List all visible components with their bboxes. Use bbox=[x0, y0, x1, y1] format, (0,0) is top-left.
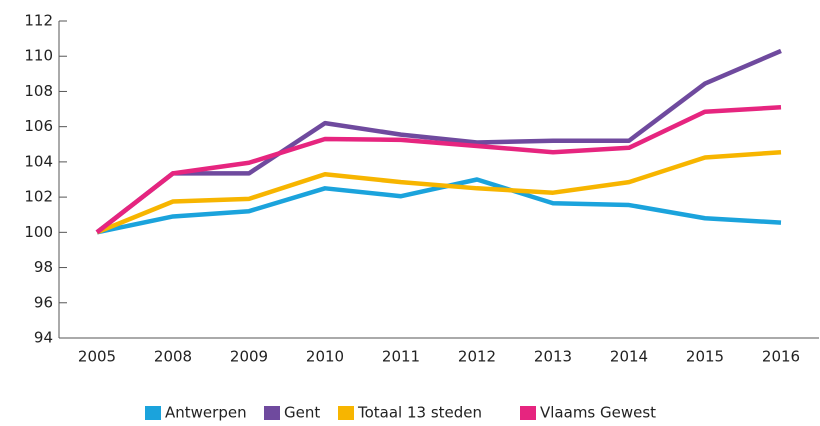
x-tick-label: 2013 bbox=[534, 348, 572, 366]
y-tick-label: 94 bbox=[34, 329, 53, 347]
y-tick-label: 98 bbox=[34, 258, 53, 276]
y-tick-label: 100 bbox=[24, 223, 53, 241]
y-tick-label: 104 bbox=[24, 152, 53, 170]
y-tick-label: 96 bbox=[34, 293, 53, 311]
legend-label: Vlaams Gewest bbox=[540, 404, 656, 422]
legend-swatch bbox=[338, 406, 354, 420]
legend-swatch bbox=[145, 406, 161, 420]
y-tick-label: 106 bbox=[24, 117, 53, 135]
x-tick-label: 2012 bbox=[458, 348, 496, 366]
series-line bbox=[96, 149, 782, 235]
x-tick-label: 2014 bbox=[610, 348, 648, 366]
x-tick-label: 2015 bbox=[686, 348, 724, 366]
legend-swatch bbox=[520, 406, 536, 420]
legend-label: Gent bbox=[284, 404, 320, 422]
y-tick-label: 108 bbox=[24, 82, 53, 100]
x-tick-label: 2010 bbox=[306, 348, 344, 366]
series-line bbox=[96, 177, 782, 235]
series-line bbox=[95, 105, 782, 235]
legend-swatch bbox=[264, 406, 280, 420]
x-tick-label: 2005 bbox=[78, 348, 116, 366]
x-tick-label: 2011 bbox=[382, 348, 420, 366]
y-tick-label: 102 bbox=[24, 188, 53, 206]
x-tick-label: 2016 bbox=[762, 348, 800, 366]
x-tick-label: 2009 bbox=[230, 348, 268, 366]
x-tick-label: 2008 bbox=[154, 348, 192, 366]
y-tick-label: 112 bbox=[24, 12, 53, 30]
legend-label: Totaal 13 steden bbox=[357, 404, 482, 422]
series-line bbox=[95, 48, 782, 235]
legend-label: Antwerpen bbox=[165, 404, 247, 422]
y-tick-label: 110 bbox=[24, 47, 53, 65]
